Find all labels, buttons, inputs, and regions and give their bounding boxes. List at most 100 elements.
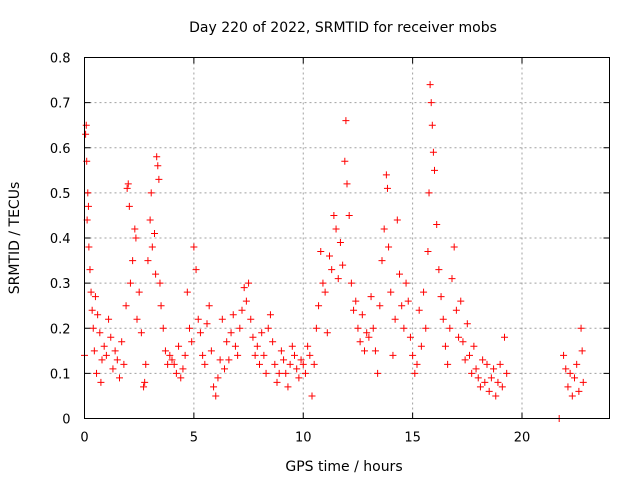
data-point bbox=[363, 329, 371, 337]
data-point bbox=[201, 360, 209, 368]
data-point bbox=[297, 356, 305, 364]
data-point bbox=[223, 338, 231, 346]
data-point bbox=[218, 315, 226, 323]
data-point bbox=[389, 351, 397, 359]
data-point bbox=[116, 374, 123, 382]
data-point bbox=[91, 293, 99, 301]
data-point bbox=[100, 342, 108, 350]
data-point bbox=[216, 356, 224, 364]
data-point bbox=[89, 324, 97, 332]
data-point bbox=[485, 387, 493, 395]
data-point bbox=[84, 202, 92, 210]
data-point bbox=[332, 225, 340, 233]
data-point bbox=[336, 239, 344, 247]
data-point bbox=[382, 171, 390, 179]
data-point bbox=[413, 360, 421, 368]
y-tick-label: 0.6 bbox=[50, 142, 71, 157]
data-point bbox=[393, 216, 401, 224]
data-point bbox=[142, 360, 150, 368]
data-point bbox=[483, 360, 491, 368]
x-tick-label: 20 bbox=[514, 431, 531, 446]
data-point bbox=[371, 347, 379, 355]
data-point bbox=[264, 324, 272, 332]
x-tick-label: 15 bbox=[404, 431, 421, 446]
data-point bbox=[84, 189, 92, 197]
data-point bbox=[190, 243, 198, 251]
data-point bbox=[258, 329, 266, 337]
data-point bbox=[286, 360, 294, 368]
data-point bbox=[503, 369, 511, 377]
data-point bbox=[566, 369, 574, 377]
data-point bbox=[194, 315, 202, 323]
y-tick-label: 0.5 bbox=[50, 187, 71, 202]
data-point bbox=[284, 383, 292, 391]
data-point bbox=[321, 288, 329, 296]
data-point bbox=[227, 329, 235, 337]
data-point bbox=[564, 383, 572, 391]
data-point bbox=[385, 243, 393, 251]
data-point bbox=[328, 266, 336, 274]
data-point bbox=[461, 356, 469, 364]
data-point bbox=[367, 293, 375, 301]
data-point bbox=[406, 333, 414, 341]
data-point bbox=[164, 360, 172, 368]
data-point bbox=[133, 315, 141, 323]
data-point bbox=[269, 338, 277, 346]
data-point bbox=[111, 347, 119, 355]
y-tick-label: 0 bbox=[62, 413, 70, 428]
data-point bbox=[578, 347, 586, 355]
data-point bbox=[203, 320, 211, 328]
data-point bbox=[87, 288, 95, 296]
data-point bbox=[155, 175, 163, 183]
data-point bbox=[96, 329, 104, 337]
data-point bbox=[212, 392, 220, 400]
data-point bbox=[282, 369, 290, 377]
data-point bbox=[312, 324, 320, 332]
data-point bbox=[339, 261, 347, 269]
data-point bbox=[214, 374, 222, 382]
data-point bbox=[225, 356, 233, 364]
data-point bbox=[240, 284, 248, 292]
x-tick-label: 10 bbox=[295, 431, 312, 446]
data-point bbox=[380, 225, 388, 233]
data-point bbox=[199, 351, 207, 359]
data-point bbox=[291, 351, 298, 359]
data-point bbox=[417, 342, 425, 350]
data-point bbox=[94, 311, 102, 319]
data-point bbox=[132, 234, 140, 242]
data-point bbox=[186, 324, 193, 332]
data-point bbox=[181, 351, 189, 359]
data-point bbox=[422, 324, 430, 332]
data-point bbox=[301, 369, 309, 377]
data-point bbox=[365, 333, 373, 341]
data-point bbox=[179, 365, 187, 373]
data-point bbox=[161, 347, 169, 355]
data-point bbox=[251, 351, 259, 359]
data-point bbox=[140, 383, 148, 391]
y-tick-label: 0.8 bbox=[50, 52, 71, 67]
data-point bbox=[450, 243, 458, 251]
data-point bbox=[196, 329, 204, 337]
x-tick-label: 5 bbox=[190, 431, 198, 446]
data-point bbox=[245, 279, 253, 287]
data-point bbox=[466, 351, 473, 359]
data-point bbox=[409, 351, 417, 359]
data-point bbox=[129, 257, 137, 265]
data-point bbox=[501, 333, 508, 341]
data-point bbox=[152, 270, 160, 278]
data-point bbox=[98, 356, 106, 364]
data-point bbox=[137, 329, 145, 337]
data-point bbox=[135, 288, 143, 296]
data-point bbox=[433, 220, 441, 228]
data-point bbox=[424, 248, 432, 256]
data-point bbox=[231, 342, 239, 350]
data-point bbox=[415, 306, 423, 314]
data-point bbox=[256, 360, 263, 368]
data-point bbox=[124, 180, 132, 188]
data-point bbox=[236, 324, 244, 332]
data-point bbox=[247, 315, 255, 323]
data-point bbox=[444, 360, 452, 368]
data-point bbox=[126, 279, 134, 287]
data-point bbox=[429, 148, 437, 156]
